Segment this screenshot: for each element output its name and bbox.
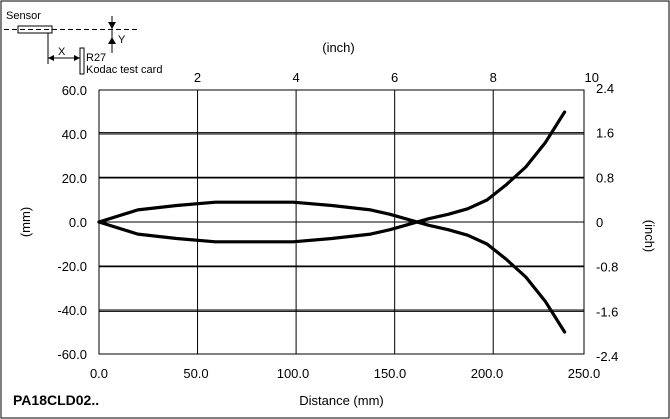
x-tick-label: 200.0 [471,366,504,381]
x-tick-label: 100.0 [277,366,310,381]
x-tick-label: 250.0 [568,366,601,381]
y-tick-label: 0.0 [69,215,87,230]
x-axis-title: Distance (mm) [299,393,384,408]
inset-sensor-label: Sensor [6,10,41,22]
gridlines [99,90,584,354]
inset-x-label: X [58,46,66,58]
top-axis-title: (inch) [322,40,355,55]
y-tick-label: -60.0 [57,347,87,362]
y-tick-label: -20.0 [57,259,87,274]
series-line-1 [97,200,567,334]
series-line-2 [97,110,567,244]
x-arrow-right [74,55,80,61]
y-arrow-top [108,22,116,29]
inset-r27-label: R27 [86,52,106,64]
right-tick-label: 0.8 [596,170,614,185]
plot-area-border [98,89,585,355]
right-tick-label: -2.4 [596,349,618,364]
top-tick-label: 6 [391,70,398,85]
y-arrow-bottom [108,37,116,44]
y-tick-label: -40.0 [57,303,87,318]
product-code: PA18CLD02.. [13,392,99,408]
top-tick-label: 8 [490,70,497,85]
top-tick-label: 10 [585,70,599,85]
inset-diagram: Sensor Y X R27 Kodac test card [4,10,162,76]
test-card-shape [79,47,85,75]
x-arrow-left [48,55,54,61]
x-tick-label: 50.0 [183,366,208,381]
x-tick-label: 0.0 [90,366,108,381]
top-tick-label: 4 [292,70,299,85]
right-tick-label: 1.6 [596,126,614,141]
right-tick-label: -1.6 [596,304,618,319]
y-tick-label: 60.0 [62,83,87,98]
series-group [97,110,567,334]
tick-labels: 0.0 50.0 100.0 150.0 200.0 250.0-60.0-40.0-20… [57,70,618,381]
inset-y-label: Y [118,34,126,46]
right-tick-label: -0.8 [596,260,618,275]
top-tick-label: 2 [194,70,201,85]
y-tick-label: 20.0 [62,171,87,186]
inset-card-label: Kodac test card [86,64,162,76]
y-axis-title: (mm) [18,207,33,237]
x-tick-label: 150.0 [374,366,407,381]
right-tick-label: 0 [596,215,603,230]
y2-axis-title: (inch) [642,220,657,253]
y-tick-label: 40.0 [62,127,87,142]
right-tick-label: 2.4 [596,81,614,96]
